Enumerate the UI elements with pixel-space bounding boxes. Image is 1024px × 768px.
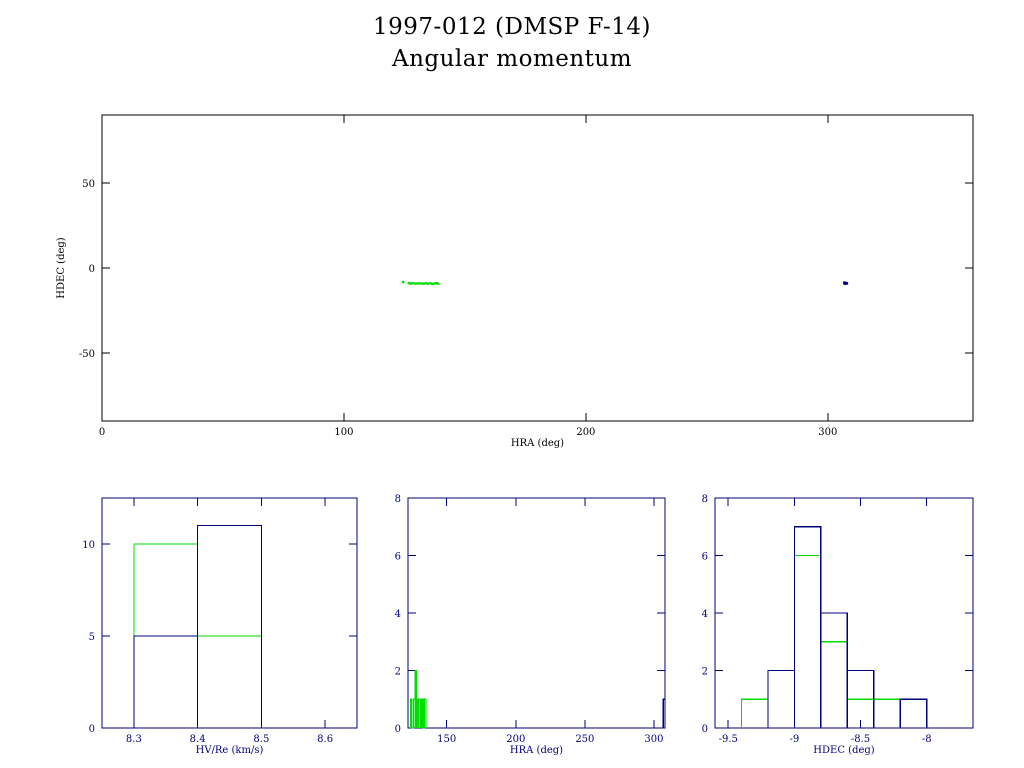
- h3-y-tick-label: 4: [702, 609, 708, 620]
- main-x-tick-label: 200: [576, 427, 595, 438]
- main-x-tick-label: 0: [99, 427, 105, 438]
- h3-x-tick-label: -8: [922, 734, 932, 745]
- h1-y-tick-label: 0: [89, 724, 95, 735]
- main-point-green: [414, 282, 418, 285]
- figure-title: 1997-012 (DMSP F-14): [373, 14, 651, 40]
- main-point-green: [407, 282, 410, 285]
- main-point-green: [419, 282, 423, 285]
- h2-x-tick-label: 300: [644, 734, 663, 745]
- main-point-green: [433, 282, 436, 285]
- h2-y-tick-label: 4: [395, 609, 401, 620]
- main-x-tick-label: 100: [334, 427, 353, 438]
- h1-y-tick-label: 5: [89, 632, 95, 643]
- main-point-green: [410, 282, 413, 285]
- main-point-green: [412, 282, 415, 285]
- main-y-axis-label: HDEC (deg): [56, 237, 67, 298]
- h2-x-tick-label: 150: [437, 734, 456, 745]
- h3-y-tick-label: 6: [702, 552, 708, 563]
- h2-x-axis-label: HRA (deg): [510, 745, 563, 756]
- main-point-green: [426, 282, 430, 285]
- main-y-tick-label: 50: [82, 179, 95, 190]
- h1-x-tick-label: 8.4: [190, 734, 206, 745]
- figure-subtitle: Angular momentum: [391, 46, 633, 72]
- main-point-green: [422, 282, 425, 285]
- h3-x-tick-label: -8.5: [851, 734, 870, 745]
- h3-x-tick-label: -9: [790, 734, 800, 745]
- main-point-green: [437, 282, 440, 285]
- h3-y-tick-label: 0: [702, 724, 708, 735]
- main-y-tick-label: 0: [89, 264, 95, 275]
- main-x-tick-label: 300: [818, 427, 837, 438]
- main-point-green: [435, 282, 438, 285]
- main-x-axis-label: HRA (deg): [511, 438, 564, 449]
- main-point-green: [431, 282, 434, 286]
- h2-x-tick-label: 200: [506, 734, 525, 745]
- h1-x-tick-label: 8.5: [253, 734, 269, 745]
- h3-y-tick-label: 2: [702, 667, 708, 678]
- main-y-tick-label: -50: [79, 349, 95, 360]
- h2-y-tick-label: 6: [395, 552, 401, 563]
- h1-plot-frame: [101, 497, 358, 729]
- h1-x-tick-label: 8.3: [126, 734, 142, 745]
- main-plot-frame: [101, 114, 974, 422]
- main-point-green: [402, 280, 405, 284]
- h2-x-tick-label: 250: [575, 734, 594, 745]
- main-point-green: [429, 282, 432, 285]
- h2-y-tick-label: 8: [395, 494, 401, 505]
- h3-x-axis-label: HDEC (deg): [813, 745, 874, 756]
- h2-plot-frame: [407, 497, 666, 729]
- main-point-green: [424, 282, 427, 285]
- h1-y-tick-label: 10: [82, 540, 95, 551]
- h1-x-axis-label: HV/Re (km/s): [196, 745, 264, 756]
- main-point-blue: [845, 282, 849, 285]
- h3-y-tick-label: 8: [702, 494, 708, 505]
- main-point-blue: [843, 282, 846, 286]
- h2-y-tick-label: 0: [395, 724, 401, 735]
- h3-x-tick-label: -9.5: [719, 734, 738, 745]
- main-point-green: [417, 282, 420, 285]
- h2-y-tick-label: 2: [395, 667, 401, 678]
- h1-x-tick-label: 8.6: [317, 734, 333, 745]
